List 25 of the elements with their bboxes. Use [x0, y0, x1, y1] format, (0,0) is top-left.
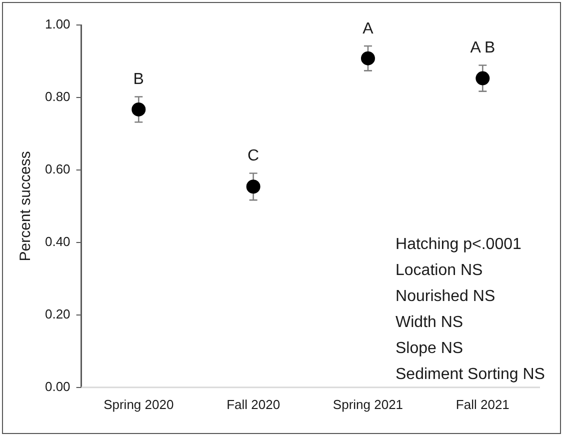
y-tick-label: 0.40 [44, 234, 70, 250]
y-tick-label: 0.60 [44, 162, 70, 177]
point [360, 51, 375, 66]
annotation: Hatching p<.0001 [396, 236, 522, 253]
annotation: A B [470, 40, 496, 57]
annotation: Nourished NS [396, 288, 496, 305]
annotation: B [133, 71, 144, 88]
point [132, 102, 146, 116]
y-tick-label: 0.80 [44, 89, 70, 104]
x-tick-label: Spring 2020 [104, 396, 174, 412]
x-tick-label: Spring 2021 [332, 396, 404, 412]
y-axis-title: Percent success [17, 151, 34, 262]
annotation: Width NS [396, 314, 464, 331]
point [476, 71, 490, 86]
x-tick-label: Fall 2021 [456, 396, 510, 412]
x-tick-label: Fall 2020 [226, 396, 280, 412]
annotation: Location NS [396, 262, 483, 279]
annotation: C [248, 148, 260, 165]
annotation: Slope NS [396, 340, 464, 357]
y-tick-label: 0.00 [44, 378, 70, 394]
y-tick-label: 0.20 [44, 306, 70, 322]
annotation: A [362, 20, 374, 38]
annotation: Sediment Sorting NS [396, 366, 545, 383]
point [246, 180, 260, 194]
y-tick-label: 1.00 [44, 16, 70, 32]
